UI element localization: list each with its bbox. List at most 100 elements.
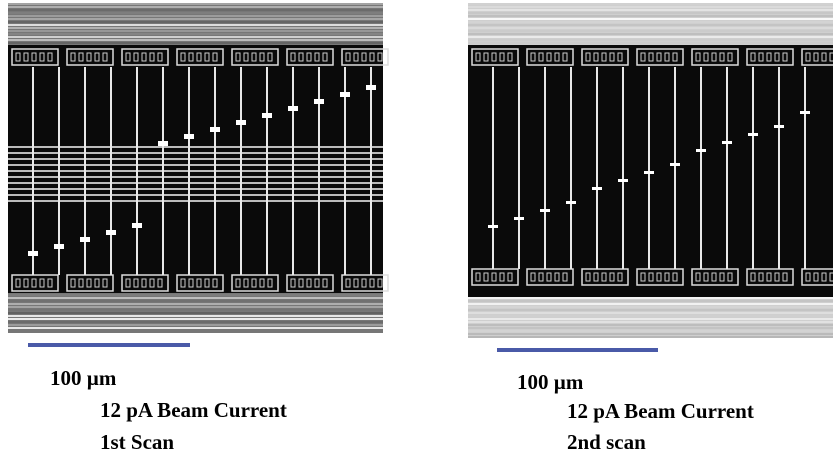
texture	[468, 303, 833, 305]
texture	[800, 111, 810, 114]
texture	[468, 324, 833, 326]
texture	[8, 194, 383, 196]
page: 100 µm 12 pA Beam Current 1st Scan 100 µ…	[0, 0, 833, 458]
texture	[8, 42, 383, 44]
texture	[8, 303, 383, 305]
texture	[778, 67, 780, 269]
texture	[8, 39, 383, 41]
texture	[8, 182, 383, 184]
texture	[8, 146, 383, 148]
texture	[292, 67, 294, 275]
texture	[722, 141, 732, 144]
texture	[468, 42, 833, 44]
texture	[8, 24, 383, 26]
texture	[468, 9, 833, 11]
texture	[8, 330, 383, 332]
texture	[8, 15, 383, 17]
texture	[468, 330, 833, 332]
texture	[468, 336, 833, 338]
texture	[726, 67, 728, 269]
texture	[540, 209, 550, 212]
texture	[84, 67, 86, 275]
texture	[288, 106, 298, 111]
texture	[8, 306, 383, 308]
texture	[8, 33, 383, 35]
scale-label: 100 µm	[517, 370, 584, 394]
texture	[468, 321, 833, 323]
sem-image-first-scan	[8, 3, 388, 333]
texture	[8, 312, 383, 314]
texture	[240, 67, 242, 275]
texture	[468, 315, 833, 317]
texture	[236, 120, 246, 125]
texture	[8, 297, 383, 299]
texture	[162, 67, 164, 275]
scan-label: 1st Scan	[100, 430, 174, 454]
texture	[8, 164, 383, 166]
texture	[648, 67, 650, 269]
texture	[314, 99, 324, 104]
texture	[8, 158, 383, 160]
texture	[8, 315, 383, 317]
texture	[468, 27, 833, 29]
texture	[8, 200, 383, 202]
texture	[8, 3, 383, 5]
texture	[518, 67, 520, 269]
texture	[468, 318, 833, 320]
texture	[8, 176, 383, 178]
texture	[370, 67, 372, 275]
texture	[32, 67, 34, 275]
texture	[8, 9, 383, 11]
texture	[8, 300, 383, 302]
texture	[8, 294, 383, 296]
beam-label: 12 pA Beam Current	[567, 399, 754, 423]
texture	[262, 113, 272, 118]
figure: 100 µm 12 pA Beam Current 1st Scan 100 µ…	[0, 0, 833, 458]
texture	[468, 33, 833, 35]
scan-label: 2nd scan	[567, 430, 646, 454]
texture	[570, 67, 572, 269]
texture	[468, 327, 833, 329]
texture	[8, 30, 383, 32]
texture	[468, 18, 833, 20]
texture	[622, 67, 624, 269]
texture	[366, 85, 376, 90]
texture	[492, 67, 494, 269]
texture	[136, 67, 138, 275]
texture	[210, 127, 220, 132]
texture	[644, 171, 654, 174]
texture	[8, 12, 383, 14]
texture	[8, 188, 383, 190]
scale-bar	[497, 348, 658, 352]
texture	[468, 312, 833, 314]
texture	[132, 223, 142, 228]
texture	[28, 251, 38, 256]
scale-bar	[28, 343, 190, 347]
texture	[468, 15, 833, 17]
texture	[266, 67, 268, 275]
texture	[468, 24, 833, 26]
texture	[488, 225, 498, 228]
texture	[514, 217, 524, 220]
texture	[8, 27, 383, 29]
texture	[106, 230, 116, 235]
texture	[8, 6, 383, 8]
texture	[804, 67, 806, 269]
texture	[8, 45, 383, 293]
texture	[700, 67, 702, 269]
texture	[8, 309, 383, 311]
texture	[58, 67, 60, 275]
texture	[110, 67, 112, 275]
texture	[468, 300, 833, 302]
sem-image-second-scan	[468, 3, 833, 338]
texture	[670, 163, 680, 166]
texture	[468, 309, 833, 311]
texture	[468, 333, 833, 335]
texture	[8, 327, 383, 329]
texture	[184, 134, 194, 139]
texture	[696, 149, 706, 152]
texture	[748, 133, 758, 136]
texture	[544, 67, 546, 269]
texture	[188, 67, 190, 275]
texture	[468, 12, 833, 14]
